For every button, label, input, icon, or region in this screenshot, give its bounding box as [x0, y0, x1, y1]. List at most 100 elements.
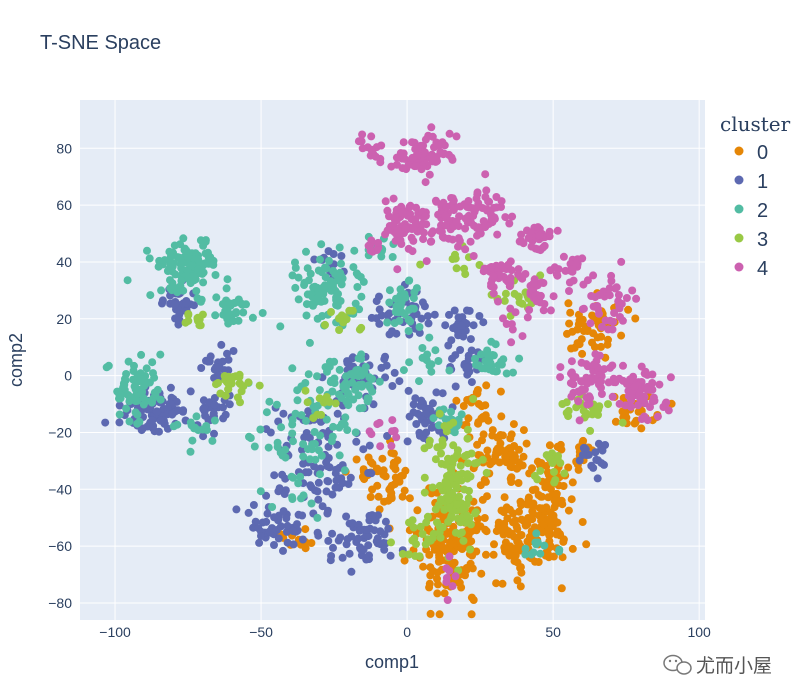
data-point	[564, 506, 573, 515]
data-point	[210, 401, 219, 409]
data-point	[509, 532, 518, 541]
data-point	[428, 566, 437, 575]
data-point	[536, 549, 545, 558]
data-point	[579, 304, 588, 313]
data-point	[335, 451, 344, 460]
data-point	[149, 369, 157, 378]
legend-item-4[interactable]: 4	[734, 258, 769, 280]
data-point	[545, 441, 554, 450]
data-point	[589, 360, 598, 369]
data-point	[316, 470, 324, 479]
data-point	[404, 550, 413, 559]
data-point	[335, 326, 344, 334]
data-point	[352, 455, 361, 464]
data-point	[244, 508, 253, 517]
data-point	[383, 432, 392, 440]
data-point	[608, 392, 617, 401]
data-point	[544, 493, 553, 502]
data-point	[389, 194, 398, 203]
data-point	[466, 237, 475, 246]
data-point	[448, 489, 457, 498]
data-point	[332, 465, 341, 474]
data-point	[387, 538, 395, 547]
data-point	[314, 478, 323, 487]
data-point	[168, 409, 177, 418]
data-point	[437, 449, 445, 458]
data-point	[364, 241, 373, 250]
data-point	[217, 340, 226, 349]
data-point	[550, 496, 559, 505]
legend[interactable]: cluster 0 1 2 3 4	[720, 112, 791, 280]
data-point	[299, 459, 308, 468]
data-point	[322, 415, 331, 424]
data-point	[445, 129, 454, 138]
data-point	[417, 396, 426, 405]
data-point	[177, 276, 186, 285]
data-point	[194, 255, 203, 264]
data-point	[202, 426, 211, 434]
data-point	[366, 493, 375, 501]
data-point	[498, 579, 507, 588]
data-point	[550, 468, 558, 476]
data-point	[380, 497, 389, 506]
y-tick-label: −80	[48, 595, 72, 611]
data-point	[643, 416, 652, 425]
data-point	[579, 436, 588, 445]
data-point	[341, 413, 350, 422]
data-point	[442, 478, 451, 487]
data-point	[477, 569, 486, 578]
data-point	[578, 254, 587, 263]
data-point	[313, 513, 322, 522]
data-point	[115, 410, 124, 419]
data-point	[142, 364, 151, 373]
data-point	[323, 367, 331, 376]
data-point	[597, 332, 606, 341]
data-point	[426, 237, 435, 246]
data-point	[593, 474, 602, 483]
legend-item-2[interactable]: 2	[734, 200, 769, 222]
data-point	[317, 410, 326, 419]
data-point	[483, 492, 491, 501]
data-point	[568, 327, 577, 336]
data-point	[170, 241, 179, 250]
data-point	[492, 527, 501, 536]
data-point	[591, 448, 600, 457]
data-point	[493, 444, 502, 453]
data-point	[125, 397, 134, 406]
data-point	[186, 447, 195, 456]
data-point	[154, 262, 163, 271]
data-point	[518, 332, 527, 341]
data-point	[318, 312, 327, 320]
legend-item-1[interactable]: 1	[734, 171, 769, 193]
data-point	[401, 466, 410, 475]
data-point	[516, 531, 525, 540]
data-point	[464, 494, 473, 503]
data-point	[518, 461, 527, 470]
data-point	[234, 316, 243, 325]
data-point	[529, 509, 538, 518]
data-point	[473, 389, 482, 398]
data-point	[224, 355, 233, 364]
data-point	[588, 311, 597, 320]
data-point	[196, 297, 205, 306]
data-point	[449, 196, 458, 205]
data-point	[385, 298, 394, 307]
data-point	[165, 255, 174, 264]
data-point	[408, 247, 417, 256]
data-point	[551, 476, 560, 484]
data-point	[368, 374, 377, 383]
data-point	[166, 276, 174, 285]
data-point	[255, 538, 264, 547]
legend-item-3[interactable]: 3	[734, 229, 769, 251]
data-point	[434, 557, 443, 566]
data-point	[299, 491, 308, 500]
data-point	[423, 350, 432, 359]
legend-item-0[interactable]: 0	[734, 142, 769, 164]
data-point	[353, 283, 362, 291]
data-point	[324, 477, 333, 486]
y-axis-label: comp2	[6, 333, 26, 387]
data-point	[587, 292, 596, 300]
data-point	[631, 314, 640, 323]
data-point	[329, 422, 338, 431]
data-point	[504, 260, 513, 269]
